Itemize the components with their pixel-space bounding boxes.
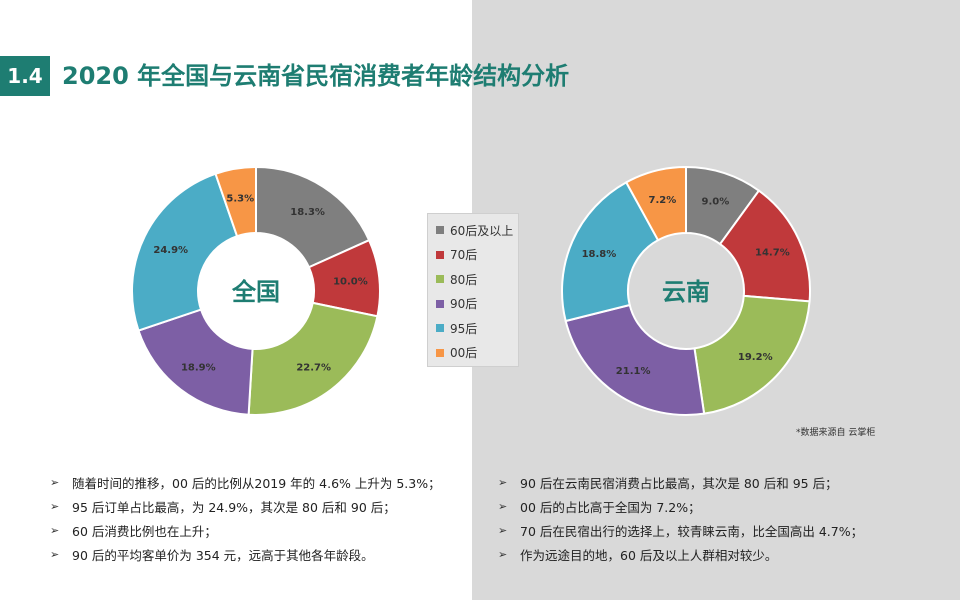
- donut-slice-national-0: [255, 165, 371, 269]
- legend-label: 95后: [450, 321, 478, 336]
- slice-value-label: 19.2%: [738, 352, 773, 363]
- legend-label: 80后: [450, 272, 478, 287]
- slice-value-label: 5.3%: [226, 193, 254, 204]
- legend-item: 80后: [436, 267, 518, 292]
- donut-slice-yunnan-5: [624, 165, 687, 242]
- slice-value-label: 10.0%: [333, 277, 368, 288]
- finding-text: 95 后订单占比最高，为 24.9%，其次是 80 后和 90 后；: [72, 499, 396, 515]
- donut-center-label: 云南: [662, 278, 710, 306]
- arrow-bullet-icon: ➢: [498, 499, 508, 513]
- finding-text: 随着时间的推移，00 后的比例从2019 年的 4.6% 上升为 5.3%；: [72, 475, 441, 491]
- finding-text: 60 后消费比例也在上升；: [72, 523, 217, 539]
- legend-swatch: [436, 226, 444, 235]
- yunnan-donut-chart: 9.0% 14.7% 19.2% 21.1% 18.8% 7.2% 云南: [561, 165, 811, 416]
- donut-slice-yunnan-2: [693, 294, 811, 415]
- donut-slice-national-5: [214, 165, 257, 238]
- finding-item: ➢ 作为远途目的地，60 后及以上人群相对较少。: [498, 542, 863, 566]
- legend-label: 70后: [450, 248, 478, 263]
- finding-item: ➢ 90 后在云南民宿消费占比最高，其次是 80 后和 95 后；: [498, 470, 863, 494]
- arrow-bullet-icon: ➢: [498, 523, 508, 537]
- yunnan-findings-list: ➢ 90 后在云南民宿消费占比最高，其次是 80 后和 95 后； ➢ 00 后的占比…: [498, 470, 863, 566]
- donut-slice-national-4: [131, 172, 239, 332]
- slice-value-label: 9.0%: [701, 197, 729, 208]
- finding-text: 90 后的平均客单价为 354 元，远高于其他各年龄段。: [72, 547, 374, 563]
- arrow-bullet-icon: ➢: [50, 523, 60, 537]
- slice-value-label: 14.7%: [755, 247, 790, 258]
- donut-slice-yunnan-3: [564, 303, 706, 416]
- legend-item: 70后: [436, 243, 518, 268]
- legend-swatch: [436, 299, 444, 308]
- finding-item: ➢ 90 后的平均客单价为 354 元，远高于其他各年龄段。: [50, 542, 441, 566]
- slice-value-label: 21.1%: [616, 366, 651, 377]
- slice-value-label: 22.7%: [296, 362, 331, 373]
- finding-text: 70 后在民宿出行的选择上，较青睐云南，比全国高出 4.7%；: [520, 523, 864, 539]
- finding-text: 00 后的占比高于全国为 7.2%；: [520, 499, 701, 515]
- finding-item: ➢ 00 后的占比高于全国为 7.2%；: [498, 494, 863, 518]
- slice-value-label: 18.9%: [181, 362, 216, 373]
- donut-center-label: 全国: [231, 278, 280, 306]
- legend-label: 60后及以上: [450, 223, 514, 238]
- right-panel-background: [472, 0, 960, 600]
- legend-swatch: [436, 324, 444, 333]
- legend-swatch: [436, 275, 444, 284]
- arrow-bullet-icon: ➢: [498, 475, 508, 489]
- finding-item: ➢ 60 后消费比例也在上升；: [50, 518, 441, 542]
- source-note: *数据来源自 云掌柜: [796, 428, 876, 438]
- legend-item: 95后: [436, 316, 518, 341]
- finding-text: 90 后在云南民宿消费占比最高，其次是 80 后和 95 后；: [520, 475, 838, 491]
- slice-value-label: 7.2%: [649, 195, 677, 206]
- page-title: 2020 年全国与云南省民宿消费者年龄结构分析: [62, 62, 570, 90]
- donut-slice-national-3: [137, 308, 254, 416]
- donut-slice-national-2: [247, 301, 379, 416]
- finding-item: ➢ 70 后在民宿出行的选择上，较青睐云南，比全国高出 4.7%；: [498, 518, 863, 542]
- finding-item: ➢ 随着时间的推移，00 后的比例从2019 年的 4.6% 上升为 5.3%；: [50, 470, 441, 494]
- arrow-bullet-icon: ➢: [498, 547, 508, 561]
- legend-swatch: [436, 250, 444, 259]
- legend-item: 60后及以上: [436, 218, 518, 243]
- arrow-bullet-icon: ➢: [50, 499, 60, 513]
- slice-value-label: 18.8%: [582, 249, 617, 260]
- legend-label: 90后: [450, 297, 478, 312]
- slice-value-label: 24.9%: [153, 245, 188, 256]
- arrow-bullet-icon: ➢: [50, 547, 60, 561]
- section-number-badge: 1.4: [0, 56, 50, 96]
- national-donut-chart: 18.3% 10.0% 22.7% 18.9% 24.9% 5.3% 全国: [131, 165, 381, 416]
- arrow-bullet-icon: ➢: [50, 475, 60, 489]
- legend-label: 00后: [450, 346, 478, 361]
- national-findings-list: ➢ 随着时间的推移，00 后的比例从2019 年的 4.6% 上升为 5.3%； ➢…: [50, 470, 441, 566]
- legend-swatch: [436, 348, 444, 357]
- chart-legend: 60后及以上 70后 80后 90后 95后 00后: [427, 213, 519, 367]
- slice-value-label: 18.3%: [290, 207, 325, 218]
- finding-item: ➢ 95 后订单占比最高，为 24.9%，其次是 80 后和 90 后；: [50, 494, 441, 518]
- legend-item: 90后: [436, 292, 518, 317]
- donut-slice-yunnan-4: [561, 180, 660, 323]
- legend-item: 00后: [436, 341, 518, 366]
- finding-text: 作为远途目的地，60 后及以上人群相对较少。: [520, 547, 778, 563]
